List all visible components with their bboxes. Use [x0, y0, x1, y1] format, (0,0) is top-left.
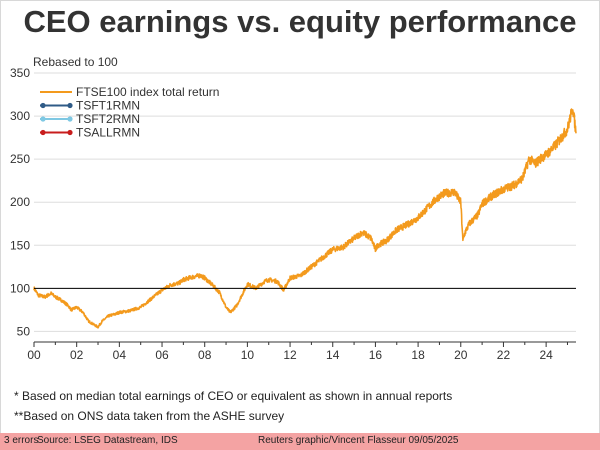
ftse100-series-line [33, 108, 577, 329]
x-tick-label: 14 [326, 348, 340, 362]
x-tick-label: 24 [539, 348, 553, 362]
x-tick-label: 08 [198, 348, 212, 362]
x-tick-label: 22 [497, 348, 511, 362]
y-tick-label: 50 [17, 324, 31, 338]
x-tick-label: 00 [27, 348, 41, 362]
legend-label: FTSE100 index total return [76, 85, 219, 99]
legend-swatch-dot [67, 102, 73, 109]
chart-subtitle: Rebased to 100 [33, 55, 118, 69]
y-tick-label: 250 [10, 152, 30, 166]
chart-svg: 50 100 150 200 250 300 350 00 02 04 06 08 10 12 14 16 18… [10, 66, 577, 362]
footnote-ceo: * Based on median total earnings of CEO … [14, 389, 453, 403]
legend-swatch-dot [40, 129, 46, 136]
footnote-ashe: **Based on ONS data taken from the ASHE … [14, 409, 285, 423]
y-tick-label: 350 [10, 66, 30, 80]
credit-note: Reuters graphic/Vincent Flasseur 09/05/2… [258, 435, 459, 446]
x-tick-label: 18 [411, 348, 425, 362]
legend-swatch-dot [67, 116, 73, 122]
legend-label: TSFT1RMN [76, 99, 140, 113]
legend-swatch-dot [40, 102, 46, 109]
x-tick-label: 04 [113, 348, 127, 362]
x-tick-label: 20 [454, 348, 468, 362]
x-tick-label: 10 [241, 348, 255, 362]
legend-label: TSFT2RMN [76, 112, 140, 126]
x-tick-label: 02 [70, 348, 84, 362]
x-tick-label: 12 [283, 348, 297, 362]
y-tick-label: 150 [10, 238, 30, 252]
legend-swatch-dot [67, 129, 73, 136]
legend-swatch-dot [40, 116, 46, 122]
y-tick-label: 200 [10, 195, 30, 209]
x-tick-label: 06 [155, 348, 169, 362]
legend-label: TSALLRMN [76, 126, 140, 140]
error-bar[interactable]: 3 errors Source: LSEG Datastream, IDS Re… [0, 433, 600, 450]
error-count[interactable]: 3 errors [4, 435, 39, 446]
chart-title: CEO earnings vs. equity performance [23, 4, 577, 39]
x-tick-label: 16 [369, 348, 383, 362]
source-note: Source: LSEG Datastream, IDS [37, 435, 178, 446]
y-tick-label: 300 [10, 109, 30, 123]
y-tick-label: 100 [10, 281, 30, 295]
